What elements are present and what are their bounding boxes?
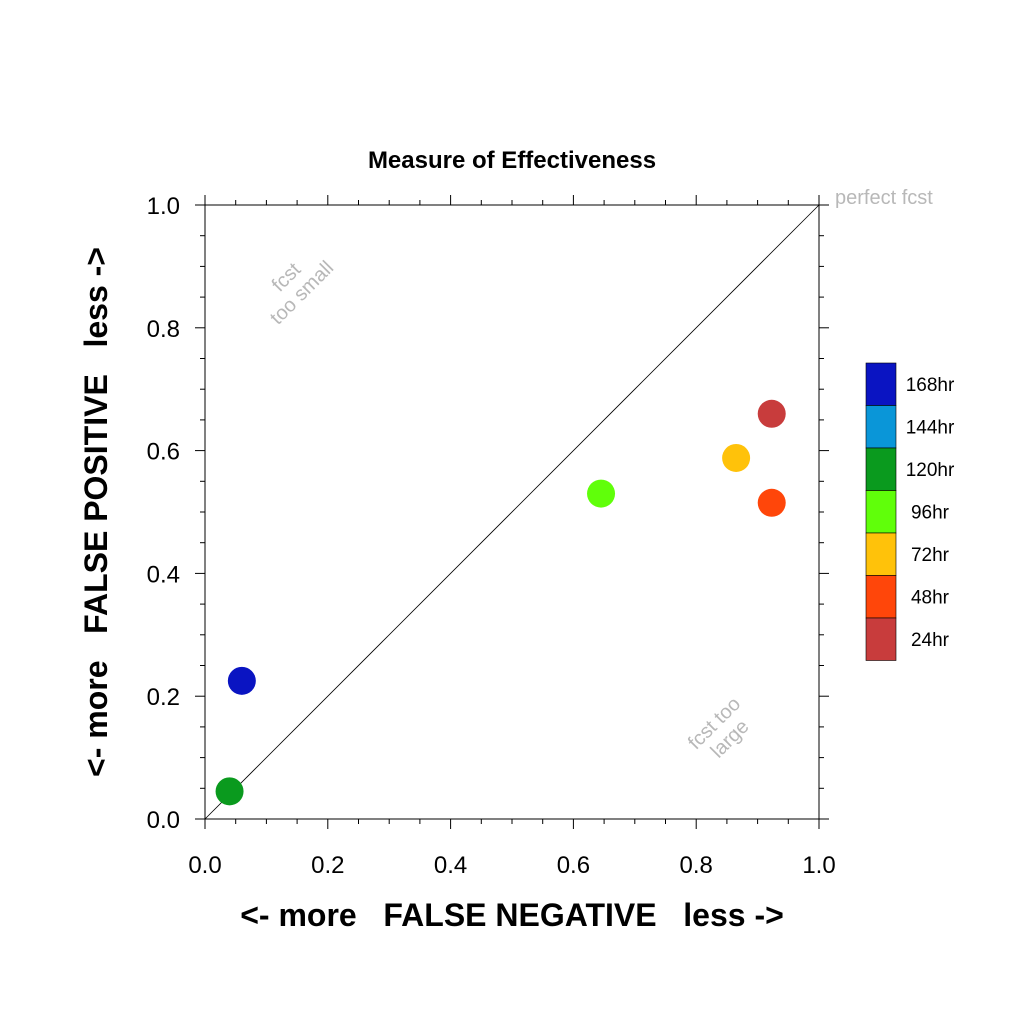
- legend-swatch-72hr: [865, 532, 897, 576]
- legend-swatch-24hr: [865, 617, 897, 661]
- x-tick-label: 0.8: [680, 852, 713, 879]
- y-tick-label: 0.0: [147, 807, 180, 834]
- y-axis-title: <- more FALSE POSITIVE less ->: [78, 247, 114, 777]
- diagonal-line: [204, 204, 820, 820]
- axis-ticks: [195, 195, 829, 829]
- x-tick-label: 1.0: [802, 852, 835, 879]
- x-tick-label: 0.2: [311, 852, 344, 879]
- y-tick-label: 0.8: [147, 316, 180, 343]
- legend-label-96hr: 96hr: [911, 503, 950, 524]
- legend-label-24hr: 24hr: [911, 630, 950, 651]
- y-tick-label: 0.4: [147, 561, 180, 588]
- x-tick-label: 0.6: [557, 852, 590, 879]
- y-tick-label: 1.0: [147, 193, 180, 220]
- legend-label-72hr: 72hr: [911, 545, 950, 566]
- legend-swatch-48hr: [865, 575, 897, 619]
- annotation-too-small-line2: too small: [266, 257, 338, 329]
- data-point-120hr: [215, 777, 244, 806]
- legend-label-120hr: 120hr: [906, 460, 955, 481]
- data-point-24hr: [757, 399, 786, 428]
- data-point-48hr: [757, 488, 786, 517]
- legend-swatch-144hr: [865, 405, 897, 449]
- x-axis-title: <- more FALSE NEGATIVE less ->: [240, 897, 784, 933]
- legend-swatch-168hr: [865, 362, 897, 406]
- legend-label-168hr: 168hr: [906, 375, 955, 396]
- legend-swatch-120hr: [865, 447, 897, 491]
- legend-label-48hr: 48hr: [911, 588, 950, 609]
- data-points: [215, 399, 786, 806]
- annotation-too-large: fcst too large: [684, 693, 754, 763]
- annotation-too-small: fcst too small: [266, 257, 338, 329]
- chart-title: Measure of Effectiveness: [368, 147, 656, 174]
- data-point-168hr: [227, 666, 256, 695]
- tick-labels: 0.0 0.2 0.4 0.6 0.8 1.0 0.0 0.2 0.4 0.6 0.8 1.0: [147, 193, 836, 879]
- legend-swatch-96hr: [865, 490, 897, 534]
- y-tick-label: 0.2: [147, 684, 180, 711]
- x-tick-label: 0.0: [188, 852, 221, 879]
- annotation-perfect-fcst: perfect fcst: [835, 187, 933, 209]
- legend: 168hr 144hr 120hr 96hr 72hr 48hr 24hr: [865, 362, 955, 661]
- data-point-72hr: [722, 443, 751, 472]
- data-point-96hr: [587, 479, 616, 508]
- y-tick-label: 0.6: [147, 439, 180, 466]
- x-tick-label: 0.4: [434, 852, 467, 879]
- legend-label-144hr: 144hr: [906, 418, 955, 439]
